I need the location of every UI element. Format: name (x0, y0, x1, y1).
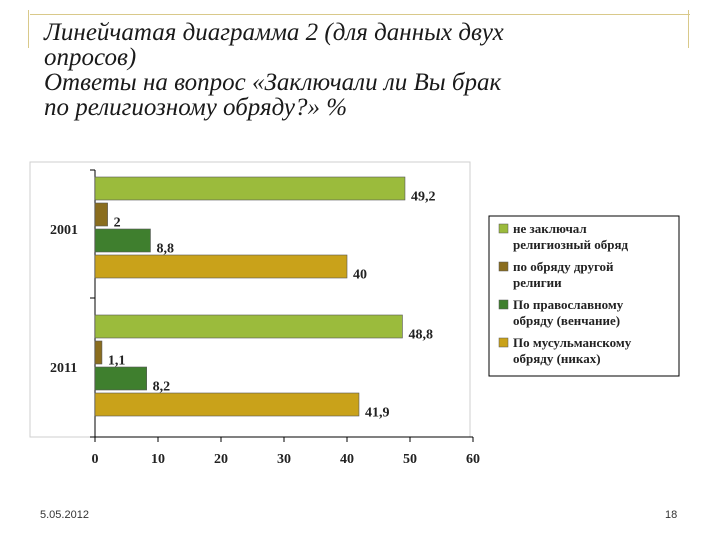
title-line-3: Ответы на вопрос «Заключали ли Вы брак (44, 69, 502, 96)
data-label: 2 (114, 216, 121, 231)
x-tick-label: 50 (403, 452, 417, 467)
bar (94, 254, 348, 279)
legend-label: обряду (венчание) (513, 313, 620, 328)
legend-swatch (498, 261, 509, 272)
category-label: 2001 (50, 223, 78, 238)
legend-label: По мусульманскому (513, 335, 632, 350)
data-label: 40 (353, 268, 367, 283)
bar (94, 392, 360, 417)
slide-frame-top (30, 14, 690, 15)
data-label: 41,9 (365, 406, 390, 421)
slide-frame-right (688, 10, 689, 48)
bar (94, 314, 403, 339)
bar (94, 176, 406, 201)
bar (94, 366, 147, 391)
legend-swatch (498, 299, 509, 310)
title-line-2: опросов) (44, 44, 137, 71)
data-label: 49,2 (411, 190, 436, 205)
legend-label: религиозный обряд (513, 237, 629, 252)
title-line-1: Линейчатая диаграмма 2 (для данных двух (44, 19, 504, 46)
legend-label: религии (513, 275, 562, 290)
legend-box (488, 215, 680, 377)
legend-label: обряду (никах) (513, 351, 601, 366)
slide-frame-left (28, 10, 29, 48)
x-tick-label: 20 (214, 452, 228, 467)
data-label: 8,2 (153, 380, 171, 395)
legend-label: не заключал (513, 221, 587, 236)
title-line-4: по религиозному обряду?» % (44, 94, 348, 121)
legend-swatch (498, 223, 509, 234)
data-label: 48,8 (408, 328, 433, 343)
slide-date: 5.05.2012 (40, 509, 89, 521)
category-label: 2011 (50, 361, 77, 376)
x-tick-label: 10 (151, 452, 165, 467)
x-tick-label: 60 (466, 452, 480, 467)
bar (94, 202, 108, 227)
data-label: 8,8 (156, 242, 174, 257)
slide-number: 18 (665, 509, 678, 521)
slide-title: Линейчатая диаграмма 2 (для данных двух … (44, 20, 684, 120)
data-label: 1,1 (108, 354, 126, 369)
bar (94, 340, 103, 365)
legend-label: По православному (513, 297, 624, 312)
x-tick-label: 30 (277, 452, 291, 467)
x-tick-label: 40 (340, 452, 354, 467)
legend-label: по обряду другой (513, 259, 614, 274)
legend-swatch (498, 337, 509, 348)
x-tick-label: 0 (92, 452, 99, 467)
bar (94, 228, 151, 253)
